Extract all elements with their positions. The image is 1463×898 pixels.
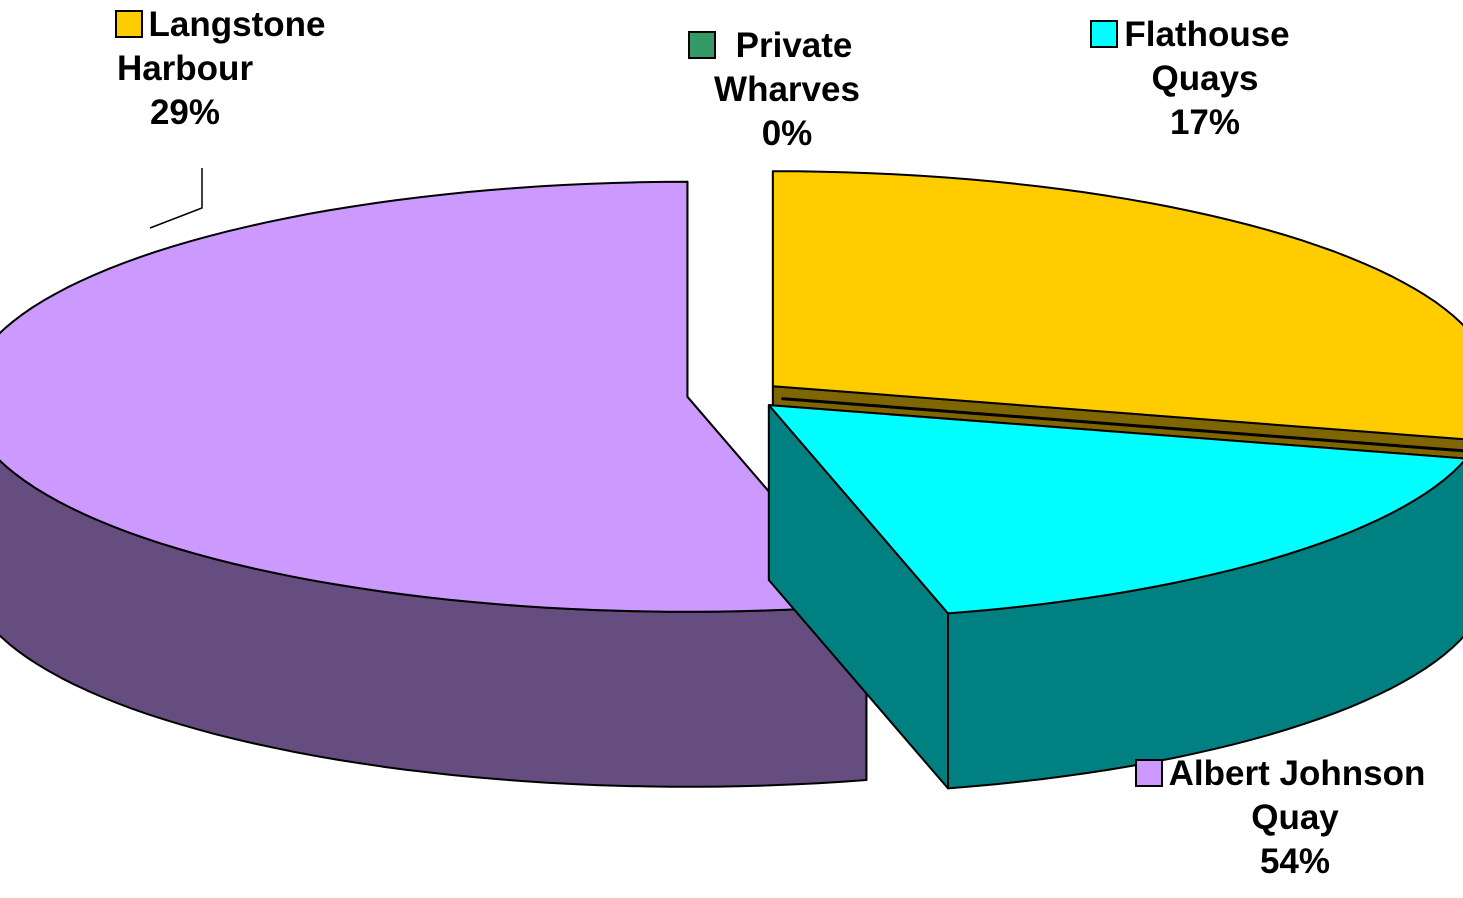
label-albert-line1: Albert Johnson — [1168, 754, 1426, 793]
label-langstone: Langstone Harbour 29% — [70, 3, 370, 135]
label-langstone-line2: Harbour — [116, 49, 254, 88]
label-albert-pct: 54% — [1259, 842, 1331, 881]
slice-private-edge — [781, 397, 1463, 453]
slice-flathouse-top — [767, 404, 1463, 615]
label-private-pct: 0% — [761, 114, 813, 153]
slice-langstone-top — [771, 170, 1463, 441]
label-albert-line2: Quay — [1251, 798, 1339, 837]
label-langstone-line1: Langstone — [148, 5, 326, 44]
label-langstone-pct: 29% — [149, 93, 221, 132]
legend-key-langstone — [114, 10, 143, 38]
label-private-line2: Wharves — [714, 70, 860, 109]
slice-flathouse — [767, 404, 1463, 790]
label-albert: Albert Johnson Quay 54% — [1095, 752, 1463, 884]
legend-key-albert — [1134, 759, 1163, 787]
slice-albert — [0, 180, 868, 788]
label-flathouse-pct: 17% — [1169, 103, 1241, 142]
legend-key-flathouse — [1090, 20, 1119, 48]
legend-key-private — [687, 31, 716, 59]
label-private-line1: Private — [735, 26, 853, 65]
slice-albert-top — [0, 180, 868, 613]
leader-line-langstone — [149, 168, 203, 229]
label-flathouse: Flathouse Quays 17% — [1055, 13, 1325, 145]
label-flathouse-line1: Flathouse — [1124, 15, 1290, 54]
label-flathouse-line2: Quays — [1151, 59, 1259, 98]
label-private: Private Wharves 0% — [640, 24, 900, 156]
